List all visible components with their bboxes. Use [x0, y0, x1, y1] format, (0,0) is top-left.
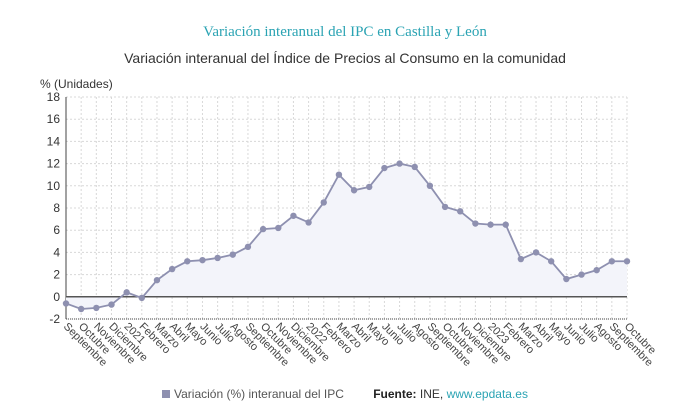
data-point — [563, 275, 570, 283]
data-point — [366, 183, 373, 191]
legend: Variación (%) interanual del IPC Fuente:… — [0, 387, 690, 401]
data-point — [259, 225, 267, 233]
legend-swatch — [162, 390, 171, 398]
data-point — [123, 289, 130, 296]
data-point — [275, 224, 282, 232]
data-point — [93, 304, 100, 312]
data-point — [472, 220, 479, 227]
y-tick-label: 2 — [53, 268, 60, 282]
source-label: Fuente: — [373, 387, 417, 401]
y-tick-label: -2 — [49, 312, 60, 326]
data-point — [184, 258, 191, 265]
data-point — [62, 300, 70, 307]
y-tick-label: 18 — [47, 90, 61, 104]
data-point — [350, 187, 358, 194]
data-point — [108, 301, 115, 308]
y-tick-label: 12 — [47, 157, 61, 171]
data-point — [244, 243, 252, 251]
chart-title: Variación interanual del IPC en Castilla… — [203, 24, 487, 40]
data-point — [335, 171, 343, 178]
data-point — [426, 182, 434, 189]
data-point — [320, 199, 327, 206]
data-point — [77, 305, 85, 313]
data-point — [502, 221, 509, 228]
data-point — [381, 164, 388, 172]
data-point — [578, 271, 585, 278]
data-point — [608, 258, 616, 265]
data-point — [168, 265, 176, 273]
source-text: INE, — [416, 387, 447, 401]
y-tick-label: 0 — [53, 290, 60, 304]
data-point — [441, 203, 449, 211]
data-point — [487, 221, 494, 228]
data-point — [593, 266, 600, 274]
series-area — [66, 163, 627, 310]
data-point — [214, 254, 221, 262]
data-point — [305, 219, 312, 226]
data-point — [547, 258, 555, 265]
y-tick-label: 14 — [47, 134, 61, 148]
data-point — [623, 258, 631, 265]
data-point — [199, 256, 206, 264]
data-point — [411, 163, 418, 171]
source: Fuente: INE, www.epdata.es — [373, 387, 528, 401]
y-axis-label: % (Unidades) — [40, 77, 113, 91]
data-point — [457, 208, 464, 215]
data-point — [290, 212, 297, 219]
y-tick-label: 10 — [47, 179, 61, 193]
y-tick-label: 6 — [53, 223, 60, 237]
data-point — [517, 255, 525, 263]
data-point — [138, 294, 146, 302]
source-link[interactable]: www.epdata.es — [446, 387, 528, 401]
chart-subtitle: Variación interanual del Índice de Preci… — [124, 50, 566, 66]
data-point — [153, 276, 161, 284]
y-tick-label: 16 — [47, 112, 61, 126]
y-tick-label: 4 — [53, 245, 60, 259]
data-point — [396, 160, 403, 167]
legend-series-label: Variación (%) interanual del IPC — [174, 387, 344, 401]
y-tick-label: 8 — [53, 201, 60, 215]
data-point — [229, 251, 236, 258]
data-point — [532, 249, 540, 256]
